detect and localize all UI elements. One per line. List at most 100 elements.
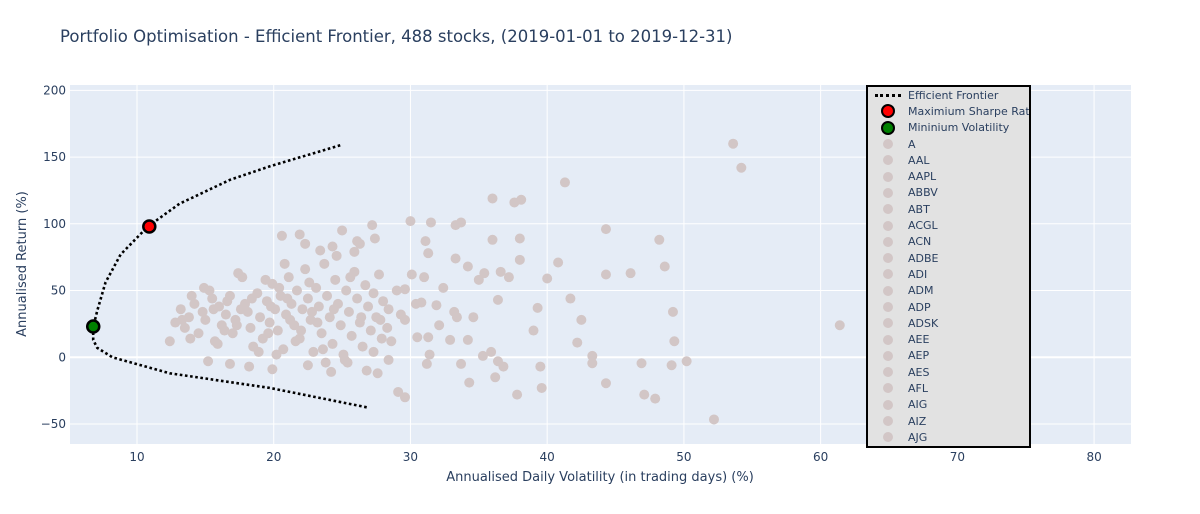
stock-point — [368, 288, 379, 299]
stock-point — [316, 328, 327, 339]
legend-item-stock[interactable]: ADI — [868, 266, 1029, 282]
stock-dot-icon — [883, 383, 893, 394]
stock-point — [363, 301, 374, 312]
y-tick-label: 50 — [51, 284, 66, 298]
stock-point — [260, 274, 271, 285]
stock-point — [278, 344, 289, 355]
stock-point — [492, 294, 503, 305]
stock-point — [462, 261, 473, 272]
legend-item-stock[interactable]: AIG — [868, 397, 1029, 413]
stock-point — [374, 269, 385, 280]
stock-dot-icon — [883, 171, 893, 182]
legend-label: AEP — [908, 349, 930, 363]
stock-point — [386, 336, 397, 347]
legend-label: AFL — [908, 381, 928, 395]
stock-point — [378, 296, 389, 307]
stock-point — [330, 274, 341, 285]
stock-dot-icon — [883, 350, 893, 361]
legend-item-stock[interactable]: AES — [868, 364, 1029, 380]
stock-point — [272, 325, 283, 336]
stock-point — [291, 285, 302, 296]
stock-point — [315, 245, 326, 256]
stock-point — [445, 334, 456, 345]
legend-item-stock[interactable]: ADP — [868, 299, 1029, 315]
stock-point — [587, 350, 598, 361]
legend-label: ABT — [908, 202, 930, 216]
stock-point — [834, 320, 845, 331]
legend-item-stock[interactable]: AEE — [868, 331, 1029, 347]
y-tick-label: 100 — [43, 217, 66, 231]
stock-point — [473, 274, 484, 285]
stock-point — [600, 378, 611, 389]
stock-point — [420, 236, 431, 247]
max-sharpe-marker[interactable] — [142, 219, 157, 234]
tick-labels: 10 20 30 40 50 60 70 80 −50 0 50 100 150 200 — [41, 83, 1102, 464]
legend-label: ADBE — [908, 251, 939, 265]
legend-item-stock[interactable]: ADBE — [868, 250, 1029, 266]
stock-point — [326, 366, 337, 377]
legend-item-stock[interactable]: ABBV — [868, 185, 1029, 201]
stock-point — [371, 312, 382, 323]
stock-point — [395, 309, 406, 320]
stock-point — [231, 320, 242, 331]
stock-point — [654, 234, 665, 245]
stock-point — [357, 341, 368, 352]
legend-item-efficient-frontier[interactable]: Efficient Frontier — [868, 87, 1029, 103]
min-volatility-marker[interactable] — [85, 319, 101, 334]
legend-item-stock[interactable]: AAL — [868, 152, 1029, 168]
stock-point — [495, 266, 506, 277]
efficient-frontier-line — [91, 143, 367, 409]
stock-point — [308, 346, 319, 357]
stock-point — [383, 354, 394, 365]
stock-point — [296, 325, 307, 336]
stock-point — [283, 272, 294, 283]
stock-point — [479, 268, 490, 279]
legend-item-stock[interactable]: ABT — [868, 201, 1029, 217]
legend-item-stock[interactable]: AFL — [868, 380, 1029, 396]
stock-dot-icon — [883, 204, 893, 215]
legend-item-stock[interactable]: ADSK — [868, 315, 1029, 331]
green-circle-icon — [881, 120, 895, 135]
stock-point — [335, 320, 346, 331]
legend-label: ADSK — [908, 316, 939, 330]
stock-point — [331, 250, 342, 261]
stock-point — [320, 357, 331, 368]
legend-item-stock[interactable]: AEP — [868, 348, 1029, 364]
stock-point — [509, 197, 520, 208]
x-tick-label: 20 — [266, 450, 281, 464]
stock-point — [667, 306, 678, 317]
x-tick-label: 40 — [540, 450, 555, 464]
legend-item-stock[interactable]: A — [868, 136, 1029, 152]
stock-point — [424, 349, 435, 360]
stock-point — [208, 304, 219, 315]
stock-point — [487, 234, 498, 245]
legend-item-stock[interactable]: ACN — [868, 234, 1029, 250]
legend-label: AAPL — [908, 170, 937, 184]
x-tick-label: 70 — [950, 450, 965, 464]
stock-point — [263, 328, 274, 339]
legend-item-stock[interactable]: AIZ — [868, 413, 1029, 429]
stock-points — [164, 138, 845, 425]
legend-label: ADM — [908, 284, 934, 298]
stock-point — [274, 282, 285, 293]
stock-point — [319, 258, 330, 269]
legend-item-min-volatility[interactable]: Mininium Volatility — [868, 120, 1029, 136]
x-tick-label: 60 — [813, 450, 828, 464]
legend[interactable]: Efficient Frontier Maximium Sharpe Ratio… — [866, 85, 1031, 448]
stock-point — [327, 241, 338, 252]
stock-point — [237, 272, 248, 283]
stock-point — [337, 225, 348, 236]
stock-point — [565, 293, 576, 304]
stock-point — [514, 233, 525, 244]
stock-point — [361, 365, 372, 376]
legend-label: ADP — [908, 300, 931, 314]
legend-item-stock[interactable]: ADM — [868, 283, 1029, 299]
legend-item-stock[interactable]: AAPL — [868, 168, 1029, 184]
stock-point — [553, 257, 564, 268]
stock-point — [669, 336, 680, 347]
legend-item-stock[interactable]: ACGL — [868, 217, 1029, 233]
stock-dot-icon — [883, 187, 893, 198]
legend-item-stock[interactable]: AJG — [868, 429, 1029, 445]
legend-item-max-sharpe[interactable]: Maximium Sharpe Ratio — [868, 103, 1029, 119]
